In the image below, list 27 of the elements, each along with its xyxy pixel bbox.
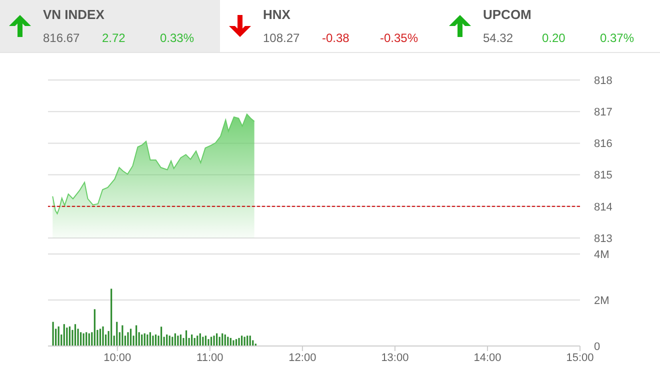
text: 816.67 <box>43 31 80 45</box>
x-tick-label: 13:00 <box>381 352 409 364</box>
y-tick-label: 814 <box>594 201 612 214</box>
text: UPCOM <box>483 7 532 22</box>
x-tick-label: 15:00 <box>566 352 594 364</box>
x-tick-label: 14:00 <box>474 352 502 364</box>
y-tick-label: 818 <box>594 74 612 87</box>
text: 0.33% <box>160 31 194 45</box>
text: HNX <box>263 7 290 22</box>
text: 0.37% <box>600 31 634 45</box>
y-tick-label: 816 <box>594 138 612 150</box>
y-tick-label: 4M <box>594 248 610 261</box>
text: 54.32 <box>483 31 514 45</box>
text: -0.35% <box>380 31 418 45</box>
x-tick-label: 12:00 <box>288 352 316 364</box>
y-tick-label: 0 <box>594 340 600 353</box>
y-tick-label: 2M <box>594 294 610 307</box>
text: 108.27 <box>263 31 300 45</box>
y-tick-label: 815 <box>594 170 612 182</box>
x-tick-label: 10:00 <box>104 352 132 364</box>
text: 2.72 <box>102 31 126 45</box>
y-tick-label: 817 <box>594 106 612 119</box>
text: -0.38 <box>322 31 350 45</box>
y-tick-label: 813 <box>594 232 612 245</box>
text: VN INDEX <box>43 7 104 22</box>
text: 0.20 <box>542 31 566 45</box>
x-tick-label: 11:00 <box>196 352 224 364</box>
